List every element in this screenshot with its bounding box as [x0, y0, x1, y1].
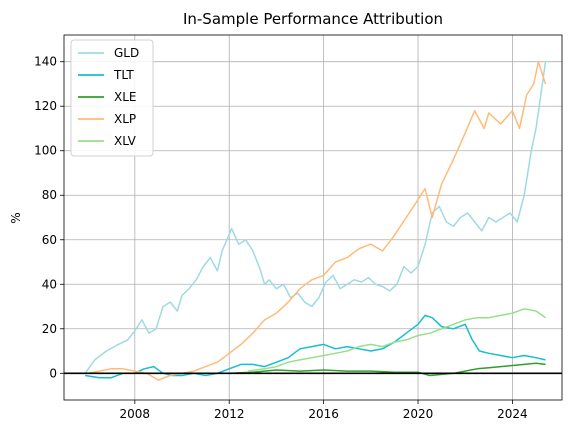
y-tick-label: 0	[49, 366, 57, 380]
legend: GLD TLT XLE XLP XLV	[70, 39, 154, 157]
legend-label-xlp: XLP	[114, 112, 136, 126]
series-lines	[84, 60, 547, 381]
x-tick-label: 2024	[497, 407, 528, 421]
x-tick-label: 2008	[120, 407, 151, 421]
y-tick-label: 20	[42, 322, 57, 336]
y-tick-label: 100	[34, 144, 57, 158]
y-tick-label: 60	[42, 233, 57, 247]
legend-label-gld: GLD	[114, 46, 139, 60]
chart-title: In-Sample Performance Attribution	[183, 10, 443, 28]
legend-box	[70, 39, 154, 157]
x-tick-label: 2020	[403, 407, 434, 421]
x-tick-label: 2012	[214, 407, 245, 421]
series-line-xlv	[247, 308, 546, 372]
x-tick-label: 2016	[308, 407, 339, 421]
y-axis-label: %	[9, 212, 23, 223]
series-line-gld	[84, 61, 547, 374]
y-tick-label: 80	[42, 188, 57, 202]
legend-label-tlt: TLT	[113, 68, 134, 82]
legend-label-xlv: XLV	[114, 134, 137, 148]
y-tick-label: 140	[34, 55, 57, 69]
y-tick-label: 40	[42, 277, 57, 291]
y-tick-label: 120	[34, 99, 57, 113]
plot-frame	[63, 34, 563, 401]
legend-label-xle: XLE	[114, 90, 137, 104]
series-line-xlp	[87, 60, 547, 381]
axes: 2008 2012 2016 2020 2024 0 20 40 60 80 100 120 140	[34, 34, 563, 421]
